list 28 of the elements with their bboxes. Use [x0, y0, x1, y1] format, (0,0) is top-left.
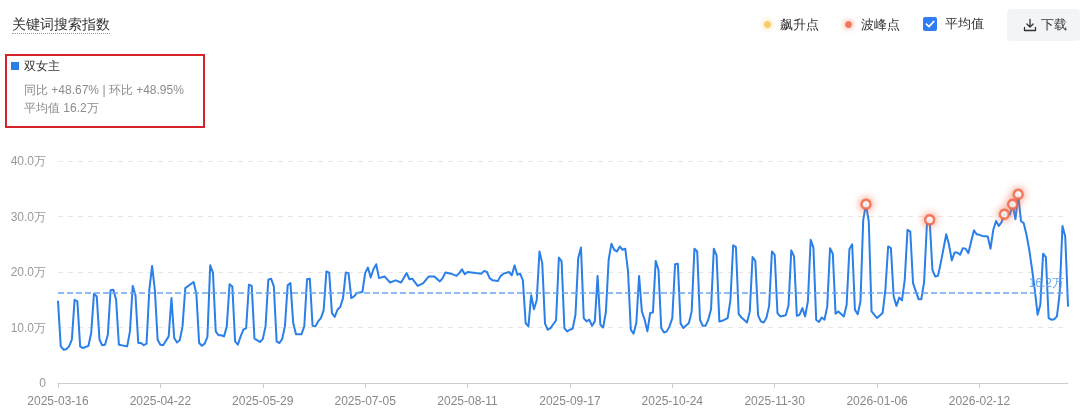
y-tick-label: 20.0万: [10, 265, 46, 279]
text: 平均值: [945, 16, 984, 32]
y-tick-label: 0: [39, 376, 47, 390]
point: [1012, 188, 1024, 201]
x-tick-label: 2025-04-22: [129, 394, 192, 408]
x-tick-label: 2025-05-29: [232, 394, 294, 408]
text: 下载: [1041, 17, 1067, 33]
x-tick-label: 2026-01-06: [846, 394, 909, 408]
x-tick-label: 2025-11-30: [744, 394, 806, 408]
x-tick-label: 2025-07-05: [334, 394, 397, 408]
legend-label: 波峰点: [861, 17, 900, 32]
point: [1006, 198, 1019, 211]
x-tick-label: 2025-09-17: [539, 394, 601, 408]
text: 平均值 16.2万: [24, 100, 99, 116]
legend-label: 双女主: [24, 59, 60, 73]
y-tick-label: 10.0万: [10, 320, 46, 335]
text: 同比 +48.67% | 环比 +48.95%: [24, 82, 184, 98]
point: [923, 214, 936, 226]
y-tick-label: 40.0万: [10, 154, 46, 168]
x-tick-label: 2025-08-11: [437, 394, 499, 408]
x-tick-label: 2025-10-24: [641, 394, 704, 408]
point: [860, 198, 872, 211]
y-tick-label: 30.0万: [10, 209, 46, 224]
x-tick-label: 2026-02-12: [948, 394, 1011, 408]
chart-title: 关键词搜索指数: [12, 15, 110, 34]
legend-label: 飙升点: [780, 17, 819, 32]
point: [998, 208, 1011, 221]
x-tick-label: 2025-03-16: [27, 394, 90, 408]
